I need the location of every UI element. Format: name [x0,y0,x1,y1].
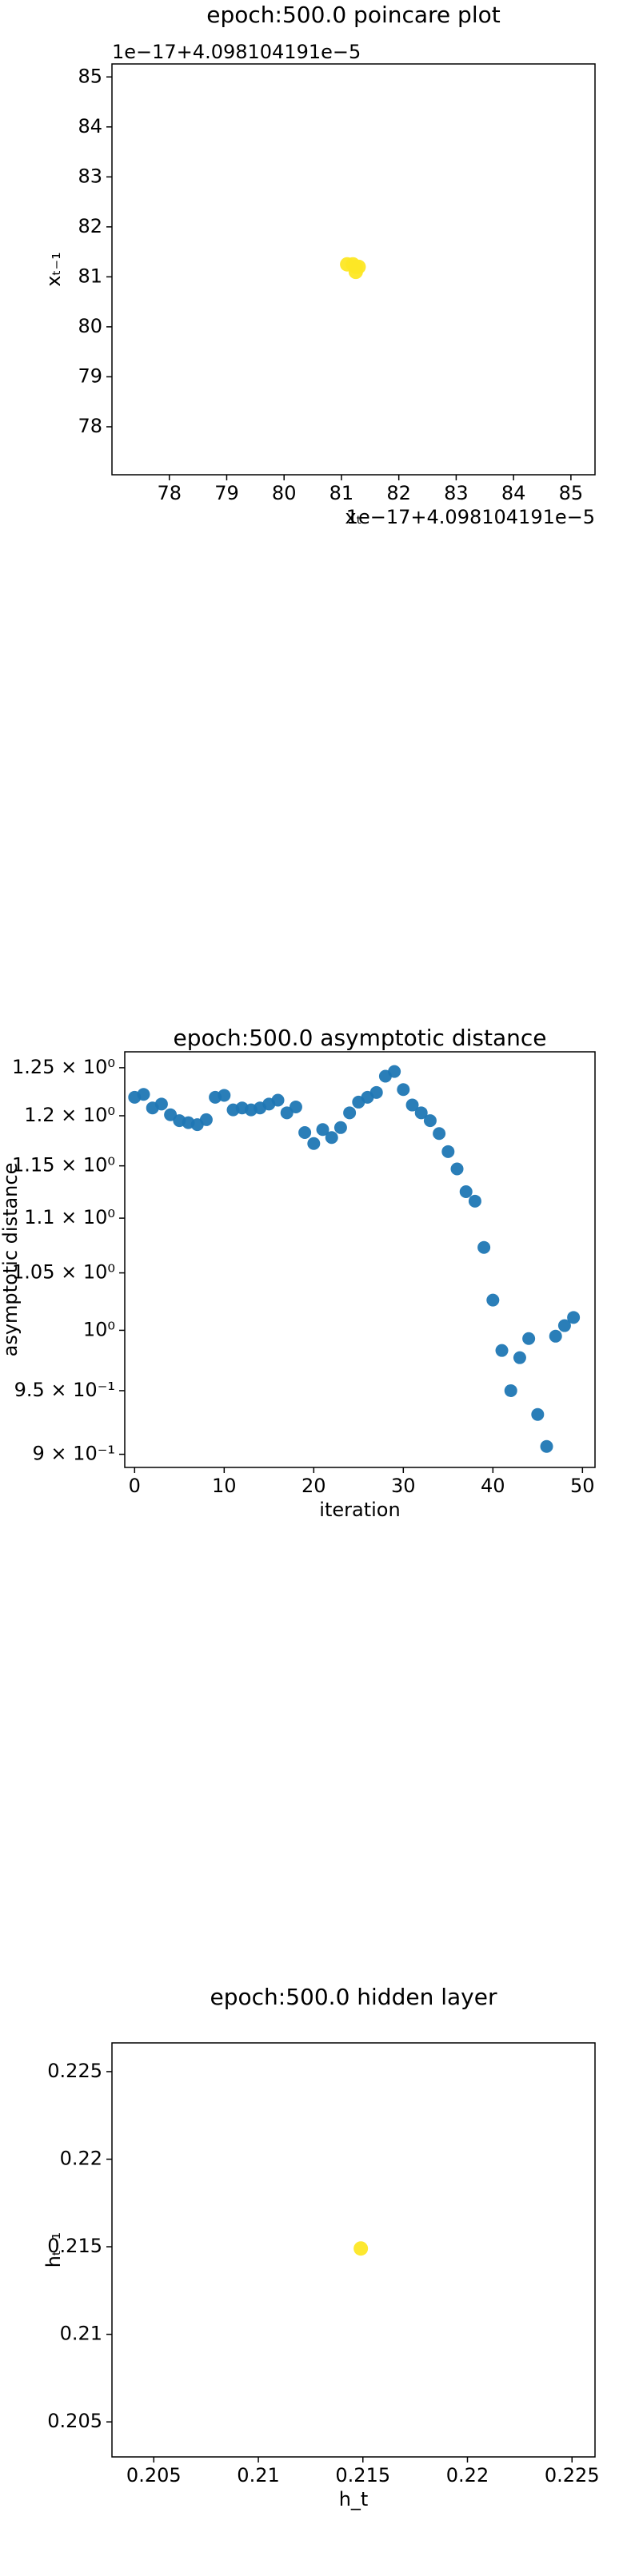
y-tick-label: 0.21 [60,2323,102,2345]
point [388,1065,401,1078]
point [423,1114,437,1128]
x-tick-label: 40 [481,1475,505,1497]
point [325,1131,338,1145]
y-tick-label: 78 [78,415,102,437]
x-tick-label: 0.205 [126,2464,182,2486]
x-tick-label: 0.225 [545,2464,600,2486]
chart-title: epoch:500.0 poincare plot [206,2,500,28]
x-tick-label: 0 [129,1475,141,1497]
y-tick-label: 82 [78,215,102,237]
y-tick-label: 79 [78,364,102,387]
chart-title: epoch:500.0 hidden layer [210,1984,497,2010]
x-tick-label: 10 [212,1475,237,1497]
point [316,1123,329,1137]
x-tick-label: 79 [214,482,239,504]
point [522,1332,536,1345]
plot-area [111,2042,596,2458]
y-tick-label: 1.05 × 10⁰ [12,1261,115,1284]
point [504,1384,517,1397]
point [271,1093,285,1107]
y-axis-label: xₜ₋₁ [42,252,65,287]
x-tick-label: 82 [386,482,411,504]
y-tick-label: 0.205 [47,2410,102,2432]
x-tick-label: 85 [559,482,584,504]
y-tick-label: 85 [78,65,102,87]
point [468,1194,481,1208]
x-tick-label: 0.215 [335,2464,390,2486]
y-tick-label: 1.15 × 10⁰ [12,1154,115,1177]
x-axis-label: xₜ [345,506,361,528]
point [414,1106,428,1120]
point [486,1293,500,1307]
point [343,1106,357,1120]
x-axis-label: h_t [339,2488,369,2510]
x-tick-label: 83 [444,482,469,504]
point [513,1351,526,1364]
point [540,1439,553,1453]
x-axis-label: iteration [319,1499,400,1521]
y-tick-label: 80 [78,315,102,337]
y-tick-label: 1.25 × 10⁰ [12,1056,115,1078]
point [450,1162,464,1176]
point [495,1344,509,1357]
point [298,1125,312,1139]
point [348,265,363,280]
point [441,1145,455,1158]
x-tick-label: 80 [272,482,297,504]
x-tick-label: 0.21 [237,2464,279,2486]
x-tick-label: 81 [329,482,354,504]
plot-area [124,1051,596,1468]
y-tick-label: 84 [78,115,102,137]
x-tick-label: 30 [391,1475,416,1497]
x-tick-label: 0.22 [446,2464,489,2486]
y-tick-label: 0.22 [60,2147,102,2169]
y-tick-label: 9 × 10⁻¹ [33,1443,115,1465]
point [218,1089,231,1102]
y-tick-label: 10⁰ [83,1318,115,1340]
point [333,1121,347,1134]
x-tick-label: 50 [570,1475,595,1497]
chart-title: epoch:500.0 asymptotic distance [174,1025,547,1051]
x-offset-text: 1e−17+4.098104191e−5 [346,506,595,528]
point [137,1088,150,1101]
y-tick-label: 1.2 × 10⁰ [24,1104,115,1126]
y-tick-label: 1.1 × 10⁰ [24,1206,115,1228]
point [477,1240,491,1254]
point [353,2241,369,2256]
point [567,1311,581,1324]
point [405,1098,419,1112]
point [557,1319,571,1332]
y-tick-label: 81 [78,265,102,287]
point [459,1185,473,1199]
point [369,1085,383,1099]
point [154,1097,168,1111]
point [289,1100,302,1113]
y-tick-label: 9.5 × 10⁻¹ [14,1379,115,1401]
x-tick-label: 84 [501,482,526,504]
point [549,1329,562,1343]
x-tick-label: 78 [157,482,182,504]
plot-area [111,63,596,476]
y-axis-label: hₜ₋₁ [42,2232,65,2268]
point [397,1083,410,1097]
y-axis-label: asymptotic distance [0,1163,22,1357]
x-tick-label: 20 [302,1475,326,1497]
point [433,1127,446,1141]
point [531,1407,545,1421]
y-tick-label: 0.215 [47,2235,102,2257]
y-tick-label: 0.225 [47,2060,102,2082]
y-offset-text: 1e−17+4.098104191e−5 [112,41,361,63]
y-tick-label: 83 [78,165,102,187]
point [199,1113,213,1126]
point [307,1137,321,1150]
